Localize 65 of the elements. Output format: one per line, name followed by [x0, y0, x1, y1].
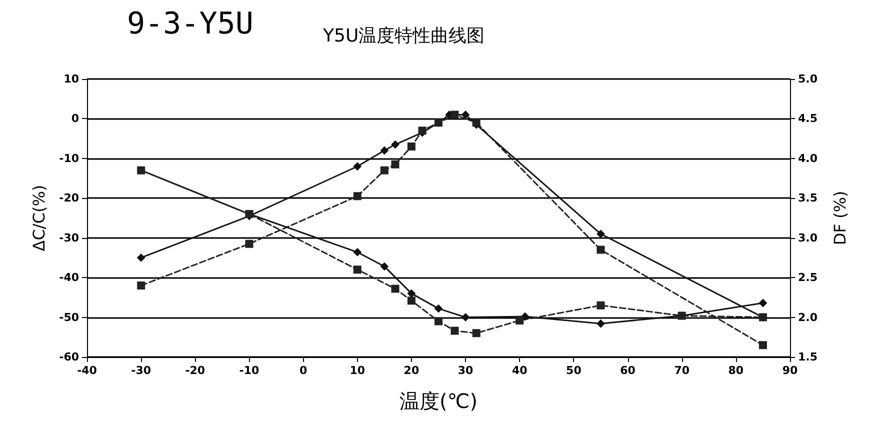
point [353, 192, 362, 200]
y-tick-label: -50 [59, 310, 80, 324]
point [434, 304, 442, 313]
point [353, 266, 362, 274]
point [462, 110, 470, 119]
point [472, 329, 480, 338]
y2-tick-label: 3.0 [798, 231, 818, 244]
x-tick-label: 0 [299, 364, 308, 377]
y-tick-label: 10 [64, 72, 80, 86]
x-tick-label: 80 [728, 364, 744, 377]
x-axis-title: 温度(℃) [399, 389, 478, 413]
point [391, 284, 400, 293]
point [758, 298, 767, 307]
x-tick-label: -20 [185, 364, 206, 377]
y2-tick-label: 5.0 [798, 72, 818, 86]
x-tick-label: 10 [350, 364, 366, 377]
point [596, 246, 605, 254]
point [391, 160, 400, 168]
y2-tick-label: 4.5 [798, 112, 818, 126]
y-tick-label: -40 [59, 271, 80, 284]
point [462, 313, 470, 322]
y2-tick-label: 2.5 [798, 271, 818, 284]
x-tick-label: 60 [620, 364, 636, 377]
x-tick-label: -10 [239, 364, 260, 377]
point [450, 326, 459, 335]
chart-title: 9-3-Y5U [127, 6, 254, 42]
y-tick-label: 0 [71, 112, 80, 126]
point [380, 166, 388, 174]
x-tick-label: 70 [674, 364, 690, 377]
point [596, 301, 605, 310]
y2-tick-label: 1.5 [798, 350, 818, 364]
x-tick-label: 30 [458, 364, 474, 377]
point [434, 317, 442, 326]
y2-tick-label: 3.5 [798, 192, 818, 205]
y2-axis-title: DF (%) [830, 190, 850, 246]
y-tick-label: -30 [59, 231, 80, 244]
x-tick-label: -40 [77, 364, 98, 377]
point [245, 240, 254, 248]
point [407, 296, 416, 305]
x-tick-label: 90 [782, 364, 798, 377]
y-tick-label: -60 [59, 350, 80, 364]
point [516, 316, 524, 324]
point [758, 341, 767, 350]
y-tick-label: -10 [59, 152, 80, 165]
point [353, 248, 362, 256]
point [391, 140, 400, 149]
point [407, 289, 416, 298]
point [596, 230, 605, 238]
y-axis-title: ΔC/C(%) [30, 184, 48, 252]
y2-tick-label: 2.0 [798, 310, 818, 324]
point [137, 282, 146, 290]
point [596, 320, 605, 328]
x-tick-label: 40 [512, 364, 528, 377]
point [137, 254, 146, 262]
point [450, 110, 459, 119]
x-tick-label: 50 [566, 364, 582, 377]
point [407, 142, 416, 151]
point [380, 146, 388, 154]
y-tick-label: -20 [59, 192, 80, 205]
x-tick-label: -30 [131, 364, 152, 377]
x-tick-label: 20 [404, 364, 420, 377]
chart-subtitle: Y5U温度特性曲线图 [322, 26, 485, 46]
point [353, 162, 362, 170]
y2-tick-label: 4.0 [798, 152, 818, 165]
point [380, 262, 388, 270]
